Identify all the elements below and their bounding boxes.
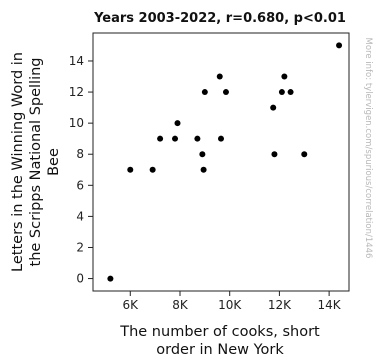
data-point (194, 135, 201, 142)
y-tick-label: 10 (69, 116, 84, 130)
y-tick-label: 4 (76, 209, 84, 223)
data-point (127, 166, 134, 173)
data-point (270, 104, 277, 111)
y-tick-label: 12 (69, 85, 84, 99)
x-tick-label: 14K (318, 298, 342, 312)
data-point (199, 151, 206, 158)
y-axis-label: Letters in the Winning Word in the Scrip… (10, 52, 62, 272)
data-point (200, 166, 207, 173)
data-point (174, 120, 181, 127)
data-point (281, 73, 288, 80)
data-point (149, 166, 156, 173)
data-point (107, 275, 114, 282)
watermark-text: More info: tylervigen.com/spurious/corre… (363, 38, 373, 259)
data-point (287, 89, 294, 96)
x-tick-label: 6K (123, 298, 140, 312)
y-axis-label-line-3: Bee (46, 148, 62, 176)
data-point (201, 89, 208, 96)
y-tick-label: 8 (76, 147, 84, 161)
data-point (172, 135, 179, 142)
data-point (216, 73, 223, 80)
data-point (301, 151, 308, 158)
y-axis-label-line-2: the Scripps National Spelling (28, 58, 44, 267)
y-tick-label: 2 (76, 240, 84, 254)
x-axis: 6K 8K 10K 12K 14K (123, 291, 342, 312)
x-tick-label: 12K (268, 298, 292, 312)
watermark: More info: tylervigen.com/spurious/corre… (363, 38, 373, 259)
x-axis-label-line-1: The number of cooks, short (119, 324, 320, 340)
x-axis-label-line-2: order in New York (156, 342, 284, 356)
data-point (336, 42, 343, 49)
y-axis-label-line-1: Letters in the Winning Word in (10, 52, 26, 272)
data-point (157, 135, 164, 142)
chart-title: Years 2003-2022, r=0.680, p<0.01 (93, 11, 346, 26)
data-point (218, 135, 224, 142)
y-tick-label: 14 (69, 54, 84, 68)
data-point (222, 89, 229, 96)
y-axis: 0 2 4 6 8 10 12 14 (69, 54, 93, 286)
x-tick-label: 10K (218, 298, 242, 312)
x-tick-label: 8K (172, 298, 189, 312)
data-points (107, 42, 343, 282)
plot-area (92, 32, 350, 292)
data-point (271, 151, 278, 158)
data-point (278, 89, 285, 96)
y-tick-label: 6 (76, 178, 84, 192)
y-tick-label: 0 (76, 272, 84, 286)
